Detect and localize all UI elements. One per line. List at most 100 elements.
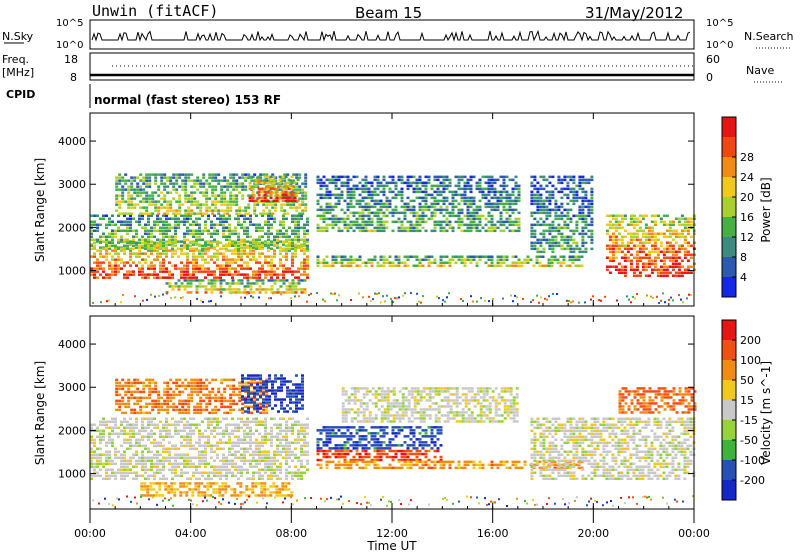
scatter-cell [133, 396, 137, 400]
scatter-cell [183, 426, 186, 429]
scatter-cell [258, 279, 262, 282]
scatter-cell [136, 399, 140, 403]
scatter-cell [668, 265, 672, 268]
scatter-cell [255, 447, 258, 450]
scatter-cell [296, 190, 300, 194]
scatter-cell [163, 173, 167, 176]
scatter-cell [144, 226, 147, 229]
scatter-cell [409, 226, 413, 230]
scatter-cell [267, 450, 270, 453]
scatter-cell [539, 211, 543, 215]
scatter-cell [216, 417, 219, 420]
scatter-cell [545, 190, 549, 194]
scatter-cell [285, 474, 288, 477]
scatter-cell [114, 252, 117, 255]
scatter-cell [433, 220, 437, 224]
scatter-cell [240, 258, 243, 261]
scatter-cell [165, 249, 168, 252]
scatter-cell [361, 178, 365, 182]
scatter-cell [608, 259, 612, 262]
scatter-cell [587, 214, 591, 218]
scatter-cell [139, 411, 143, 415]
scatter-cell [147, 217, 150, 220]
scatter-cell [306, 459, 309, 462]
scatter-cell [484, 202, 488, 206]
scatter-cell [181, 182, 185, 185]
scatter-cell [674, 265, 678, 268]
scatter-cell [533, 175, 537, 179]
scatter-cell [349, 178, 353, 182]
scatter-cell [231, 465, 234, 468]
scatter-cell [130, 411, 134, 415]
scatter-cell [240, 447, 243, 450]
scatter-cell [487, 193, 491, 197]
scatter-cell [192, 258, 195, 261]
scatter-cell [270, 258, 273, 261]
scatter-cell [290, 297, 292, 300]
scatter-cell [551, 193, 555, 197]
scatter-cell [210, 246, 213, 249]
scatter-cell [225, 258, 228, 261]
scatter-cell [102, 232, 105, 235]
scatter-cell [328, 190, 332, 194]
scatter-cell [90, 435, 93, 438]
scatter-cell [177, 423, 180, 426]
scatter-cell [294, 465, 297, 468]
scatter-cell [454, 220, 458, 224]
scatter-cell [246, 441, 249, 444]
scatter-cell [337, 229, 341, 233]
scatter-cell [565, 264, 569, 267]
scatter-cell [677, 223, 681, 226]
scatter-cell [659, 244, 663, 247]
scatter-cell [626, 232, 630, 235]
scatter-cell [526, 258, 530, 261]
scatter-cell [118, 188, 122, 191]
scatter-cell [680, 247, 684, 250]
scatter-cell [183, 444, 186, 447]
scatter-cell [228, 423, 231, 426]
scatter-cell [279, 246, 282, 249]
scatter-cell [225, 282, 229, 285]
scatter-cell [665, 265, 669, 268]
scatter-cell [165, 243, 168, 246]
scatter-cell [614, 214, 618, 217]
scatter-cell [273, 474, 276, 477]
scatter-cell [162, 423, 165, 426]
scatter-cell [490, 208, 494, 212]
scatter-cell [556, 261, 560, 264]
scatter-cell [117, 450, 120, 453]
scatter-cell [460, 175, 464, 179]
scatter-cell [539, 175, 543, 179]
scatter-cell [108, 264, 111, 267]
scatter-cell [285, 217, 288, 220]
scatter-cell [650, 229, 654, 232]
scatter-cell [156, 465, 159, 468]
scatter-cell [403, 211, 407, 215]
scatter-cell [213, 426, 216, 429]
scatter-cell [469, 202, 473, 206]
scatter-cell [237, 282, 241, 285]
scatter-cell [186, 247, 189, 250]
scatter-cell [171, 477, 174, 480]
scatter-cell [207, 232, 210, 235]
scatter-cell [686, 223, 690, 226]
scatter-cell [282, 444, 285, 447]
scatter-cell [412, 255, 416, 258]
scatter-cell [237, 279, 241, 282]
scatter-cell [281, 196, 285, 200]
scatter-cell [257, 181, 261, 185]
scatter-cell [505, 193, 509, 197]
scatter-cell [316, 214, 320, 218]
scatter-cell [174, 468, 177, 471]
scatter-cell [460, 217, 464, 221]
scatter-cell [300, 453, 303, 456]
scatter-cell [448, 190, 452, 194]
scatter-cell [686, 244, 690, 247]
scatter-cell [430, 193, 434, 197]
scatter-cell [478, 220, 482, 224]
scatter-cell [382, 258, 386, 261]
scatter-cell [213, 465, 216, 468]
scatter-cell [688, 293, 690, 296]
scatter-cell [370, 258, 374, 261]
scatter-cell [180, 244, 183, 247]
